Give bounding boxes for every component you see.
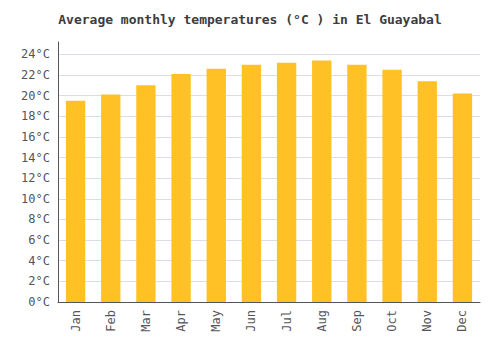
svg-text:Aug: Aug — [315, 310, 329, 332]
svg-text:0°C: 0°C — [28, 295, 50, 309]
svg-text:22°C: 22°C — [21, 68, 50, 82]
svg-text:8°C: 8°C — [28, 212, 50, 226]
svg-text:18°C: 18°C — [21, 109, 50, 123]
svg-text:16°C: 16°C — [21, 130, 50, 144]
svg-text:12°C: 12°C — [21, 171, 50, 185]
svg-text:10°C: 10°C — [21, 192, 50, 206]
svg-text:Oct: Oct — [385, 310, 399, 332]
svg-text:Average monthly temperatures (: Average monthly temperatures (°C ) in El… — [58, 12, 442, 27]
svg-text:Dec: Dec — [455, 310, 469, 332]
svg-text:Feb: Feb — [104, 310, 118, 332]
svg-text:Jun: Jun — [244, 310, 258, 332]
svg-text:2°C: 2°C — [28, 274, 50, 288]
svg-text:4°C: 4°C — [28, 254, 50, 268]
svg-text:14°C: 14°C — [21, 151, 50, 165]
svg-text:Mar: Mar — [139, 310, 153, 332]
svg-text:6°C: 6°C — [28, 233, 50, 247]
svg-text:Jul: Jul — [280, 310, 294, 332]
svg-text:24°C: 24°C — [21, 47, 50, 61]
svg-text:May: May — [209, 310, 223, 332]
svg-text:Nov: Nov — [420, 310, 434, 332]
svg-text:Apr: Apr — [174, 310, 188, 332]
svg-text:Jan: Jan — [69, 310, 83, 332]
svg-text:Sep: Sep — [350, 310, 364, 332]
svg-text:20°C: 20°C — [21, 89, 50, 103]
